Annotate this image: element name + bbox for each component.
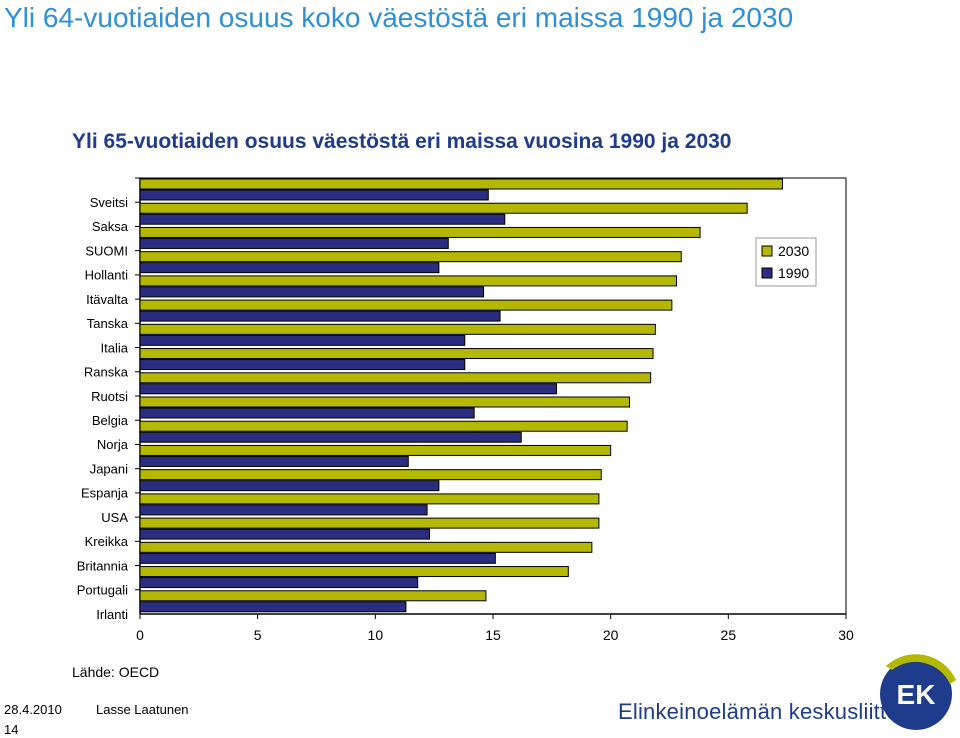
bar-2030-hollanti [139, 251, 682, 263]
bar-1990-kreikka [139, 528, 430, 540]
bar-2030-kreikka [139, 517, 600, 529]
bar-1990-belgia [139, 407, 475, 419]
category-label: Itävalta [86, 292, 129, 307]
page-number: 14 [4, 722, 19, 737]
category-label: Ruotsi [91, 389, 128, 404]
category-label: Portugali [77, 583, 128, 598]
bar-2030-espanja [139, 469, 602, 481]
bar-2030-portugali [139, 566, 569, 578]
category-label: Italia [101, 340, 129, 355]
category-label: USA [101, 510, 128, 525]
x-tick-label: 25 [721, 627, 737, 643]
ek-logo-icon: EK [880, 654, 956, 730]
x-tick-label: 0 [136, 627, 144, 643]
bar-2030-italia [139, 323, 656, 335]
bar-chart: 0 5 10 15 20 25 30 Sveitsi Saksa SUOMI Hollanti Itä… [77, 177, 854, 643]
bar-1990-norja [139, 431, 522, 443]
bar-1990-saksa [139, 213, 506, 225]
category-label: Saksa [92, 219, 129, 234]
category-label: Tanska [87, 316, 129, 331]
legend-label-2030: 2030 [778, 243, 809, 259]
chart-title: Yli 65-vuotiaiden osuus väestöstä eri ma… [72, 130, 732, 153]
category-label: Sveitsi [90, 195, 128, 210]
legend-label-1990: 1990 [778, 265, 809, 281]
bar-2030-japani [139, 444, 612, 456]
bar-2030-suomi [139, 226, 701, 238]
category-label: Belgia [92, 413, 129, 428]
category-label: SUOMI [85, 243, 128, 258]
bar-1990-portugali [139, 577, 419, 589]
bar-2030-sveitsi [139, 178, 783, 190]
category-label: Britannia [77, 558, 129, 573]
x-tick-label: 30 [838, 627, 854, 643]
bar-1990-itävalta [139, 286, 485, 298]
bar-1990-japani [139, 455, 409, 467]
logo-text: EK [897, 679, 936, 710]
bar-1990-hollanti [139, 262, 440, 274]
x-tick-label: 20 [603, 627, 619, 643]
bar-2030-britannia [139, 541, 593, 553]
bar-2030-ruotsi [139, 372, 652, 384]
bar-2030-norja [139, 420, 628, 432]
x-tick-label: 10 [368, 627, 384, 643]
bar-2030-usa [139, 493, 600, 505]
category-label: Irlanti [96, 607, 128, 622]
slide-title: Yli 64-vuotiaiden osuus koko väestöstä e… [4, 2, 794, 33]
bar-2030-itävalta [139, 275, 678, 287]
category-label: Ranska [84, 365, 129, 380]
x-tick-label: 5 [254, 627, 262, 643]
bar-1990-suomi [139, 237, 449, 249]
logo-swoosh [886, 654, 956, 684]
x-tick-label: 15 [485, 627, 501, 643]
source-note: Lähde: OECD [72, 664, 160, 680]
bar-2030-belgia [139, 396, 630, 408]
bar-2030-irlanti [139, 590, 487, 602]
bar-1990-espanja [139, 480, 440, 492]
bar-1990-usa [139, 504, 428, 516]
category-label: Hollanti [85, 268, 128, 283]
bar-2030-ranska [139, 348, 654, 360]
logo-circle [880, 658, 952, 730]
footer-author: Lasse Laatunen [96, 702, 189, 717]
legend-swatch-1990 [761, 267, 773, 279]
bar-1990-italia [139, 334, 466, 346]
bar-2030-tanska [139, 299, 673, 311]
category-label: Espanja [81, 486, 129, 501]
bar-1990-ruotsi [139, 383, 558, 395]
legend-swatch-2030 [761, 245, 773, 257]
company-name: Elinkeinoelämän keskusliitto [618, 699, 899, 724]
bar-2030-saksa [139, 202, 748, 214]
bar-1990-britannia [139, 552, 496, 564]
bar-1990-irlanti [139, 601, 407, 613]
category-label: Norja [97, 437, 129, 452]
bar-1990-tanska [139, 310, 501, 322]
bar-1990-ranska [139, 359, 466, 371]
category-label: Japani [90, 461, 128, 476]
footer-date: 28.4.2010 [4, 702, 62, 717]
category-label: Kreikka [85, 534, 129, 549]
bar-1990-sveitsi [139, 189, 489, 201]
